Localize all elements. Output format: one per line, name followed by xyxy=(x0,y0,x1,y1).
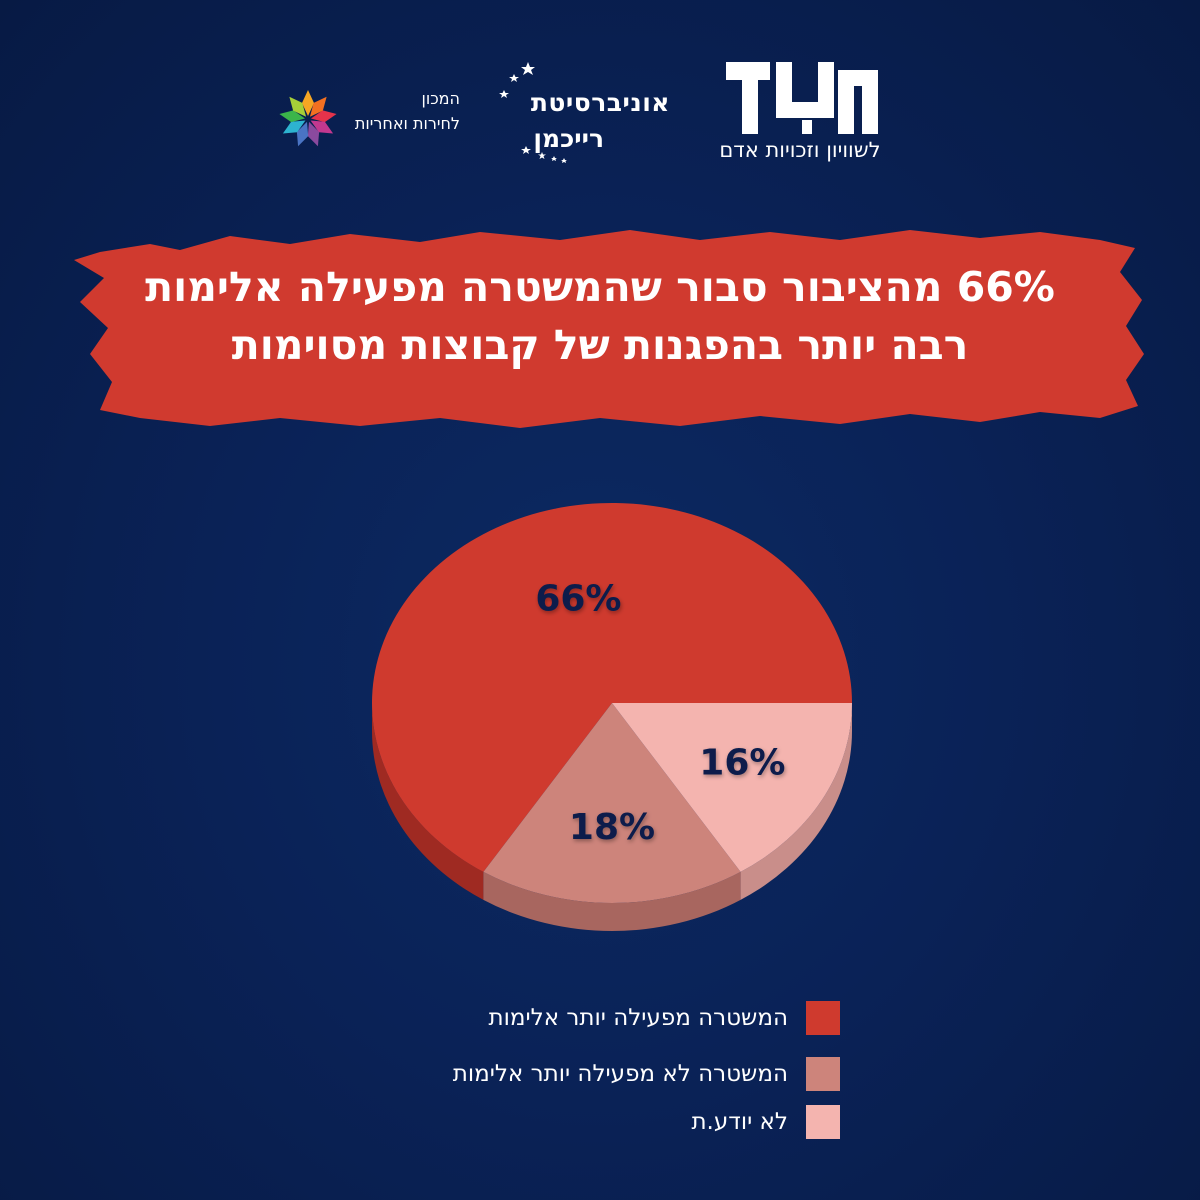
pie-label-violent: 66% xyxy=(535,579,621,620)
flower-icon xyxy=(279,90,337,147)
headline-banner xyxy=(74,230,1144,428)
legend-label-dont-know: לא יודע.ת xyxy=(691,1109,788,1135)
institute-name-line2: לחירות ואחריות xyxy=(354,114,460,133)
pie-chart: 66% 18% 16% xyxy=(372,503,852,931)
pie-label-not-violent: 18% xyxy=(569,807,655,848)
pie-slice-side-violent xyxy=(372,703,484,900)
pie-label-dont-know: 16% xyxy=(699,743,785,784)
legend-swatch-violent xyxy=(806,1001,840,1035)
pie-slice-not-violent xyxy=(483,703,741,903)
pie-slice-dont-know xyxy=(612,703,852,872)
zulat-logo-mark xyxy=(726,62,878,134)
brush-stroke-shape xyxy=(74,230,1144,428)
legend-item-dont-know: לא יודע.ת xyxy=(691,1104,840,1140)
pie-slice-violent xyxy=(372,503,852,872)
institute-logo: המכון לחירות ואחריות xyxy=(270,85,475,155)
legend-label-not-violent: המשטרה לא מפעילה יותר אלימות xyxy=(452,1061,788,1087)
headline: 66% מהציבור סבור שהמשטרה מפעילה אלימות ר… xyxy=(60,258,1140,374)
university-name-line1: אוניברסיטת xyxy=(530,88,670,117)
reichman-university-logo: אוניברסיטת רייכמן xyxy=(480,60,680,165)
legend-label-violent: המשטרה מפעילה יותר אלימות xyxy=(488,1005,788,1031)
headline-line1: 66% מהציבור סבור שהמשטרה מפעילה אלימות xyxy=(145,263,1055,311)
stars-icon xyxy=(499,62,567,163)
legend-item-violent: המשטרה מפעילה יותר אלימות xyxy=(488,1000,840,1036)
legend-item-not-violent: המשטרה לא מפעילה יותר אלימות xyxy=(453,1056,840,1092)
legend-swatch-not-violent xyxy=(806,1057,840,1091)
headline-line2: רבה יותר בהפגנות של קבוצות מסוימות xyxy=(231,321,969,369)
pie-slice-side-not-violent xyxy=(483,871,741,931)
institute-name-line1: המכון xyxy=(421,89,461,108)
pie-slice-side-dont-know xyxy=(740,703,852,900)
university-name-line2: רייכמן xyxy=(533,124,604,153)
zulat-logo-subtitle: לשוויון וזכויות אדם xyxy=(719,138,881,162)
legend-swatch-dont-know xyxy=(806,1105,840,1139)
